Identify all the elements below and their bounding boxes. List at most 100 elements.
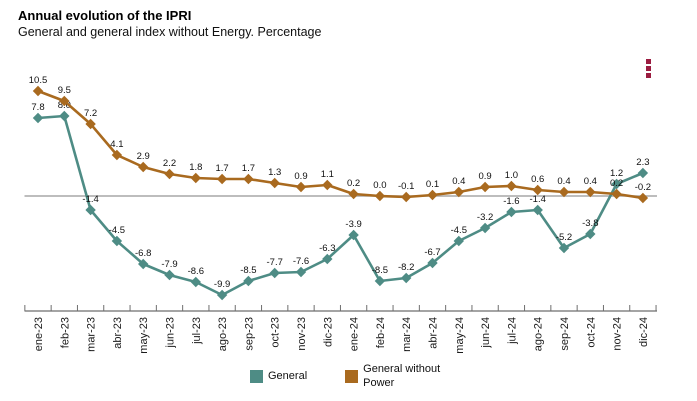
- data-point-marker[interactable]: [216, 173, 228, 185]
- data-point-marker[interactable]: [322, 253, 333, 265]
- data-point-marker[interactable]: [295, 266, 307, 278]
- data-point-marker[interactable]: [164, 269, 175, 281]
- data-point-marker[interactable]: [611, 178, 622, 190]
- data-label: 0.2: [347, 178, 360, 189]
- data-point-marker[interactable]: [558, 242, 570, 254]
- data-point-marker[interactable]: [190, 276, 201, 288]
- x-tick-label: jun-24: [480, 317, 492, 349]
- x-tick-label: may-24: [454, 317, 466, 354]
- data-label: 0.2: [610, 178, 623, 189]
- data-label: 1.0: [505, 170, 518, 181]
- data-point-marker[interactable]: [637, 167, 649, 179]
- legend-swatch-general-without-power: [345, 370, 359, 384]
- legend-item-general[interactable]: General: [250, 370, 307, 384]
- data-label: 1.2: [610, 168, 623, 179]
- data-point-marker[interactable]: [269, 177, 280, 189]
- data-point-marker[interactable]: [585, 186, 596, 198]
- data-point-marker[interactable]: [374, 275, 386, 287]
- data-label: -5.2: [556, 232, 572, 243]
- data-label: -4.5: [451, 225, 467, 236]
- data-label: 0.0: [373, 180, 386, 191]
- data-point-marker[interactable]: [269, 267, 280, 279]
- data-label: 7.2: [84, 108, 97, 119]
- x-tick-label: mar-24: [401, 317, 413, 352]
- data-label: -6.3: [319, 243, 335, 254]
- data-point-marker[interactable]: [532, 184, 543, 196]
- x-tick-label: dic-23: [322, 317, 334, 347]
- data-label: 7.8: [31, 102, 44, 113]
- data-point-marker[interactable]: [322, 179, 333, 191]
- data-point-marker[interactable]: [637, 192, 649, 204]
- data-point-marker[interactable]: [506, 180, 517, 192]
- data-label: 0.1: [426, 179, 439, 190]
- data-label: -8.6: [188, 266, 204, 277]
- data-point-marker[interactable]: [59, 95, 70, 107]
- data-point-marker[interactable]: [558, 186, 570, 198]
- data-point-marker[interactable]: [59, 110, 70, 122]
- x-tick-label: oct-23: [270, 317, 282, 348]
- data-point-marker[interactable]: [348, 188, 359, 200]
- data-point-marker[interactable]: [585, 228, 596, 240]
- x-tick-label: ene-23: [33, 317, 45, 351]
- data-point-marker[interactable]: [479, 222, 491, 234]
- data-label: -8.2: [398, 262, 414, 273]
- data-point-marker[interactable]: [111, 149, 123, 161]
- data-point-marker[interactable]: [532, 204, 543, 216]
- data-label: 0.9: [478, 171, 491, 182]
- data-point-marker[interactable]: [138, 258, 149, 270]
- data-point-marker[interactable]: [111, 235, 123, 247]
- data-point-marker[interactable]: [85, 204, 96, 216]
- data-point-marker[interactable]: [611, 188, 622, 200]
- legend-swatch-general: [250, 370, 263, 384]
- data-label: -3.9: [345, 219, 361, 230]
- data-label: -7.6: [293, 256, 309, 267]
- x-tick-label: ago-24: [533, 317, 545, 351]
- data-label: -8.5: [240, 265, 256, 276]
- data-label: -8.5: [372, 265, 388, 276]
- series-line-0: [37, 114, 644, 297]
- data-label: -3.2: [477, 212, 493, 223]
- data-label: -1.4: [530, 194, 546, 205]
- data-label: 0.4: [557, 176, 570, 187]
- data-point-marker[interactable]: [216, 289, 228, 301]
- data-point-marker[interactable]: [243, 173, 254, 185]
- data-point-marker[interactable]: [85, 118, 96, 130]
- data-point-marker[interactable]: [401, 272, 412, 284]
- data-point-marker[interactable]: [427, 257, 438, 269]
- data-point-marker[interactable]: [374, 190, 386, 202]
- data-point-marker[interactable]: [295, 181, 307, 193]
- data-point-marker[interactable]: [243, 275, 254, 287]
- kebab-menu-icon[interactable]: [644, 57, 653, 80]
- data-point-marker[interactable]: [506, 206, 517, 218]
- data-label: 10.5: [29, 75, 48, 86]
- data-point-marker[interactable]: [32, 85, 44, 97]
- data-point-marker[interactable]: [32, 112, 44, 124]
- data-label: 0.4: [452, 176, 465, 187]
- legend-item-general-without-power[interactable]: General without Power: [345, 363, 445, 391]
- data-label: -7.7: [267, 257, 283, 268]
- data-label: 1.3: [268, 167, 281, 178]
- data-point-marker[interactable]: [427, 189, 438, 201]
- data-point-marker[interactable]: [479, 181, 491, 193]
- data-point-marker[interactable]: [164, 168, 175, 180]
- data-point-marker[interactable]: [401, 191, 412, 203]
- data-point-marker[interactable]: [190, 172, 201, 184]
- data-label: -1.6: [503, 196, 519, 207]
- x-tick-label: feb-23: [59, 317, 71, 348]
- x-tick-label: jul-24: [506, 317, 518, 345]
- x-tick-label: abr-24: [428, 317, 440, 349]
- legend-label-general-without-power: General without Power: [363, 363, 441, 389]
- data-label: 0.6: [531, 174, 544, 185]
- data-point-marker[interactable]: [453, 235, 464, 247]
- data-label: -9.9: [214, 279, 230, 290]
- line-chart: ene-23 feb-23 mar-23 abr-23 may-23 jun-23 jul-…: [24, 75, 657, 354]
- x-tick-label: may-23: [138, 317, 150, 354]
- kebab-dot: [646, 66, 651, 71]
- data-point-marker[interactable]: [453, 186, 464, 198]
- x-tick-label: dic-24: [638, 317, 650, 347]
- data-label: -6.8: [135, 248, 151, 259]
- data-point-marker[interactable]: [348, 229, 359, 241]
- series-line-1: [37, 89, 644, 200]
- legend: General General without Power: [250, 363, 483, 391]
- data-point-marker[interactable]: [138, 161, 149, 173]
